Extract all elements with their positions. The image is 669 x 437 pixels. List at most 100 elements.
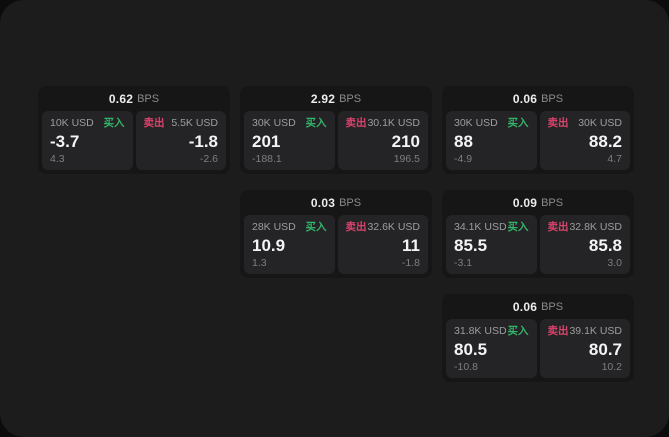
sell-price: 80.7 (588, 339, 622, 359)
sell-delta: -2.6 (199, 153, 218, 165)
bps-value: 0.62 (108, 91, 134, 106)
sell-delta: 196.5 (393, 153, 420, 165)
buy-price: -3.7 (50, 131, 80, 151)
buy-amount: 30K USD (454, 117, 498, 129)
bps-unit-label: BPS (137, 92, 160, 105)
card-header: 0.09 BPS (442, 190, 634, 215)
card-header: 0.06 BPS (442, 294, 634, 319)
buy-side-button[interactable]: 买入 (507, 325, 529, 337)
buy-panel-top: 30K USD 买入 (454, 117, 529, 130)
sell-price: 85.8 (588, 235, 622, 255)
quote-card: 2.92 BPS 30K USD 买入 201 -188.1 卖出 30.1K … (240, 86, 432, 174)
sell-amount: 30K USD (578, 117, 622, 129)
sell-panel[interactable]: 卖出 30.1K USD 210 196.5 (337, 111, 428, 170)
sell-panel[interactable]: 卖出 5.5K USD -1.8 -2.6 (135, 111, 226, 170)
buy-side-button[interactable]: 买入 (103, 117, 125, 129)
buy-amount: 30K USD (252, 117, 296, 129)
bps-value: 0.06 (512, 91, 538, 106)
sell-amount: 30.1K USD (367, 117, 420, 129)
sell-delta: 3.0 (607, 257, 622, 269)
card-header: 0.06 BPS (442, 86, 634, 111)
bps-value: 0.06 (512, 299, 538, 314)
buy-price: 88 (454, 131, 473, 151)
buy-panel[interactable]: 31.8K USD 买入 80.5 -10.8 (446, 319, 537, 378)
buy-side-button[interactable]: 买入 (305, 221, 327, 233)
sell-side-button[interactable]: 卖出 (547, 221, 569, 233)
buy-panel-top: 31.8K USD 买入 (454, 325, 529, 338)
buy-price: 201 (252, 131, 281, 151)
buy-delta: 1.3 (252, 257, 267, 269)
bps-value: 0.09 (512, 195, 538, 210)
sell-price: 210 (391, 131, 420, 151)
buy-side-button[interactable]: 买入 (305, 117, 327, 129)
sell-panel-top: 卖出 30.1K USD (345, 117, 421, 130)
bps-value: 0.03 (310, 195, 336, 210)
buy-amount: 28K USD (252, 221, 296, 233)
sell-panel[interactable]: 卖出 32.6K USD 11 -1.8 (337, 215, 428, 274)
buy-amount: 34.1K USD (454, 221, 507, 233)
sell-panel-top: 卖出 32.8K USD (547, 221, 623, 234)
card-body: 28K USD 买入 10.9 1.3 卖出 32.6K USD 11 -1.8 (240, 215, 432, 278)
buy-panel[interactable]: 28K USD 买入 10.9 1.3 (244, 215, 335, 274)
quote-cards-grid: 0.62 BPS 10K USD 买入 -3.7 4.3 卖出 5.5K USD… (38, 86, 634, 382)
sell-panel[interactable]: 卖出 39.1K USD 80.7 10.2 (539, 319, 630, 378)
sell-side-button[interactable]: 卖出 (345, 117, 367, 129)
quote-card: 0.09 BPS 34.1K USD 买入 85.5 -3.1 卖出 32.8K… (442, 190, 634, 278)
quote-card: 0.06 BPS 30K USD 买入 88 -4.9 卖出 30K USD 8… (442, 86, 634, 174)
sell-price: -1.8 (188, 131, 218, 151)
sell-amount: 39.1K USD (569, 325, 622, 337)
buy-delta: 4.3 (50, 153, 65, 165)
card-body: 30K USD 买入 88 -4.9 卖出 30K USD 88.2 4.7 (442, 111, 634, 174)
sell-panel[interactable]: 卖出 30K USD 88.2 4.7 (539, 111, 630, 170)
sell-side-button[interactable]: 卖出 (345, 221, 367, 233)
bps-unit-label: BPS (541, 92, 564, 105)
sell-panel[interactable]: 卖出 32.8K USD 85.8 3.0 (539, 215, 630, 274)
sell-panel-top: 卖出 5.5K USD (143, 117, 219, 130)
buy-price: 80.5 (454, 339, 488, 359)
sell-amount: 32.6K USD (367, 221, 420, 233)
sell-delta: -1.8 (401, 257, 420, 269)
buy-panel-top: 34.1K USD 买入 (454, 221, 529, 234)
buy-side-button[interactable]: 买入 (507, 117, 529, 129)
buy-panel[interactable]: 30K USD 买入 88 -4.9 (446, 111, 537, 170)
quote-card: 0.06 BPS 31.8K USD 买入 80.5 -10.8 卖出 39.1… (442, 294, 634, 382)
buy-delta: -4.9 (454, 153, 473, 165)
sell-amount: 32.8K USD (569, 221, 622, 233)
buy-amount: 10K USD (50, 117, 94, 129)
buy-panel-top: 10K USD 买入 (50, 117, 125, 130)
quote-card: 0.62 BPS 10K USD 买入 -3.7 4.3 卖出 5.5K USD… (38, 86, 230, 174)
card-header: 0.62 BPS (38, 86, 230, 111)
buy-panel[interactable]: 10K USD 买入 -3.7 4.3 (42, 111, 133, 170)
sell-amount: 5.5K USD (171, 117, 218, 129)
sell-side-button[interactable]: 卖出 (143, 117, 165, 129)
bps-unit-label: BPS (541, 300, 564, 313)
sell-side-button[interactable]: 卖出 (547, 325, 569, 337)
buy-panel[interactable]: 30K USD 买入 201 -188.1 (244, 111, 335, 170)
buy-panel[interactable]: 34.1K USD 买入 85.5 -3.1 (446, 215, 537, 274)
card-header: 0.03 BPS (240, 190, 432, 215)
buy-panel-top: 30K USD 买入 (252, 117, 327, 130)
bps-value: 2.92 (310, 91, 336, 106)
sell-delta: 10.2 (601, 361, 622, 373)
sell-price: 88.2 (588, 131, 622, 151)
sell-price: 11 (402, 235, 420, 255)
card-body: 10K USD 买入 -3.7 4.3 卖出 5.5K USD -1.8 -2.… (38, 111, 230, 174)
sell-delta: 4.7 (607, 153, 622, 165)
buy-amount: 31.8K USD (454, 325, 507, 337)
bps-unit-label: BPS (339, 196, 362, 209)
buy-delta: -10.8 (454, 361, 478, 373)
bps-unit-label: BPS (339, 92, 362, 105)
buy-price: 10.9 (252, 235, 286, 255)
card-body: 34.1K USD 买入 85.5 -3.1 卖出 32.8K USD 85.8… (442, 215, 634, 278)
quote-card: 0.03 BPS 28K USD 买入 10.9 1.3 卖出 32.6K US… (240, 190, 432, 278)
buy-delta: -3.1 (454, 257, 473, 269)
sell-side-button[interactable]: 卖出 (547, 117, 569, 129)
buy-delta: -188.1 (252, 153, 282, 165)
buy-panel-top: 28K USD 买入 (252, 221, 327, 234)
card-header: 2.92 BPS (240, 86, 432, 111)
sell-panel-top: 卖出 30K USD (547, 117, 623, 130)
sell-panel-top: 卖出 32.6K USD (345, 221, 421, 234)
buy-side-button[interactable]: 买入 (507, 221, 529, 233)
buy-price: 85.5 (454, 235, 488, 255)
